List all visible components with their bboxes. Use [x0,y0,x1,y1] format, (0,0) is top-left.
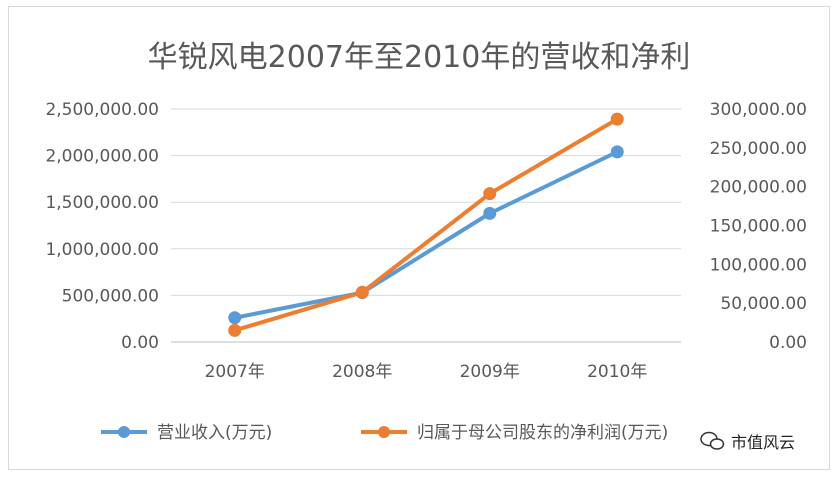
data-point-1-0 [228,323,242,337]
right-tick-label: 200,000.00 [710,178,807,198]
data-point-0-0 [228,311,242,325]
x-tick-label: 2007年 [205,362,265,382]
wechat-icon [700,431,725,450]
data-point-1-3 [610,112,624,126]
right-tick-label: 150,000.00 [710,217,807,237]
legend-marker-profit [378,426,390,438]
right-tick-label: 100,000.00 [710,255,807,275]
left-tick-label: 2,500,000.00 [45,100,159,120]
series-layer [228,112,624,337]
chart: 华锐风电2007年至2010年的营收和净利 2,500,000.00 2,000,… [45,40,807,452]
legend: 营业收入(万元) 归属于母公司股东的净利润(万元) [101,423,668,443]
left-tick-label: 0.00 [121,333,159,353]
watermark: 市值风云 [700,431,795,452]
legend-item-profit: 归属于母公司股东的净利润(万元) [361,423,668,443]
gridlines [171,108,681,343]
legend-marker-revenue [118,426,130,438]
x-axis-ticks: 2007年 2008年 2009年 2010年 [205,362,648,382]
watermark-text: 市值风云 [731,433,795,452]
data-point-1-2 [483,187,497,201]
right-axis-ticks: 300,000.00 250,000.00 200,000.00 150,000.00… [710,100,807,353]
left-tick-label: 2,000,000.00 [45,147,159,167]
data-point-0-3 [610,145,624,159]
legend-label-profit: 归属于母公司股东的净利润(万元) [417,423,668,443]
legend-item-revenue: 营业收入(万元) [101,423,272,443]
x-tick-label: 2009年 [460,362,520,382]
data-point-0-2 [483,206,497,220]
x-tick-label: 2010年 [587,362,647,382]
left-tick-label: 1,000,000.00 [45,240,159,260]
right-tick-label: 0.00 [769,333,807,353]
legend-label-revenue: 营业收入(万元) [157,423,272,443]
x-tick-label: 2008年 [332,362,392,382]
chart-title: 华锐风电2007年至2010年的营收和净利 [148,40,691,75]
right-tick-label: 50,000.00 [720,294,807,314]
right-tick-label: 300,000.00 [710,100,807,120]
left-tick-label: 500,000.00 [62,286,159,306]
left-axis-ticks: 2,500,000.00 2,000,000.00 1,500,000.00 1,00… [45,100,159,353]
data-point-1-1 [355,285,369,299]
right-tick-label: 250,000.00 [710,139,807,159]
chart-frame: 华锐风电2007年至2010年的营收和净利 2,500,000.00 2,000,… [8,6,830,470]
left-tick-label: 1,500,000.00 [45,193,159,213]
series-line-0 [232,149,620,320]
series-line-1 [232,117,620,333]
